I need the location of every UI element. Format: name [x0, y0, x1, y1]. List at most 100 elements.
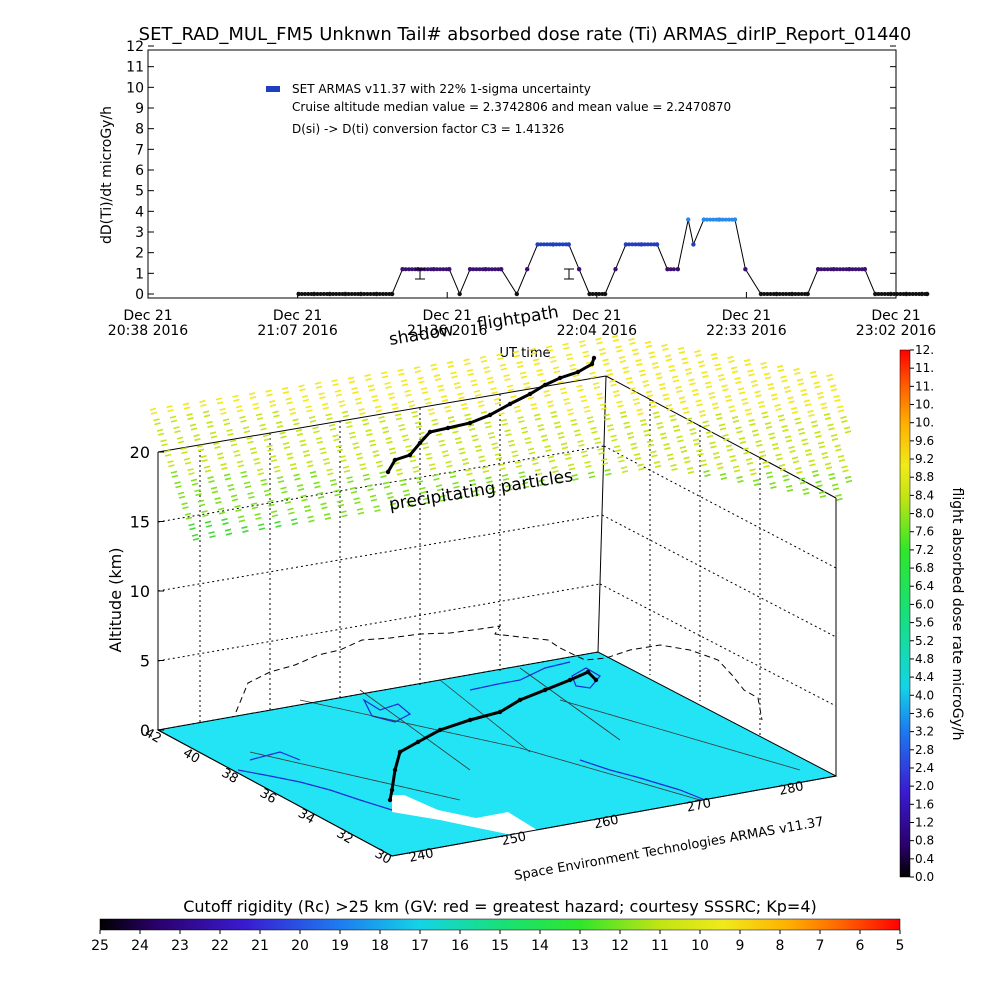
particle-mark	[776, 457, 783, 461]
particle-mark	[282, 442, 290, 446]
particle-mark	[428, 412, 436, 416]
particle-mark	[237, 515, 245, 519]
shadow-path	[235, 625, 763, 721]
particle-mark	[479, 459, 486, 463]
particle-mark	[670, 463, 677, 467]
particle-mark	[710, 352, 718, 356]
ground-track-point	[392, 767, 398, 773]
particle-mark	[845, 479, 853, 483]
particle-mark	[709, 441, 716, 445]
particle-mark	[345, 421, 352, 425]
particle-mark	[227, 483, 234, 487]
particle-mark	[408, 455, 416, 459]
particle-mark	[200, 455, 207, 459]
particle-mark	[587, 420, 595, 424]
particle-mark	[663, 397, 670, 401]
particle-mark	[755, 394, 762, 398]
particle-mark	[837, 409, 845, 413]
particle-mark	[448, 420, 456, 424]
latitude-tick-label: 30	[372, 846, 394, 867]
particle-mark	[274, 520, 281, 524]
particle-mark	[536, 368, 543, 372]
particle-mark	[340, 510, 347, 514]
particle-mark	[457, 392, 464, 396]
particle-mark	[778, 418, 786, 422]
particle-mark	[711, 356, 719, 360]
particle-mark	[312, 426, 319, 430]
cutoff-tick-label: 19	[331, 938, 349, 954]
particle-mark	[417, 376, 424, 380]
particle-mark	[329, 478, 337, 482]
top-ytick-label: 3	[135, 225, 144, 241]
flight-path-point	[527, 391, 533, 397]
particle-mark	[614, 449, 622, 453]
particle-mark	[405, 393, 412, 397]
particle-mark	[333, 489, 340, 493]
particle-mark	[648, 351, 655, 355]
particle-mark	[680, 449, 688, 453]
top-plot-frame	[147, 49, 897, 299]
particle-mark	[593, 437, 601, 441]
particle-mark	[261, 482, 268, 486]
particle-mark	[372, 450, 379, 454]
particle-mark	[496, 353, 503, 357]
dose-rate-point	[853, 267, 858, 272]
particle-mark	[733, 469, 741, 473]
cutoff-tick-label: 6	[856, 938, 865, 954]
particle-mark	[226, 428, 233, 432]
particle-mark	[738, 391, 746, 395]
particle-mark	[468, 479, 476, 483]
dose-rate-point	[471, 267, 476, 272]
dose-colorbar-tick-label: 6.8	[915, 561, 934, 575]
particle-mark	[253, 406, 260, 410]
particle-mark	[671, 467, 678, 471]
particle-mark	[382, 481, 390, 485]
particle-mark	[721, 384, 728, 388]
particle-mark	[684, 460, 691, 464]
particle-mark	[735, 426, 742, 430]
particle-mark	[723, 437, 730, 441]
particle-mark	[504, 429, 511, 433]
particle-mark	[706, 434, 714, 438]
particle-mark	[298, 384, 305, 388]
particle-mark	[639, 418, 647, 422]
particle-mark	[512, 350, 520, 354]
ground-track-point	[567, 677, 573, 683]
particle-mark	[683, 410, 690, 414]
particle-mark	[194, 438, 201, 442]
dose-colorbar-label: flight absorbed dose rate microGy/h	[949, 488, 965, 741]
particle-mark	[296, 484, 304, 488]
particle-mark	[402, 489, 410, 493]
particle-mark	[572, 477, 579, 481]
particle-mark	[724, 394, 732, 398]
particle-mark	[453, 485, 460, 489]
dose-rate-point	[691, 242, 696, 247]
dose-rate-point	[403, 267, 408, 272]
particle-mark	[764, 421, 772, 425]
particle-mark	[769, 436, 776, 440]
particle-mark	[354, 501, 361, 505]
particle-mark	[208, 480, 215, 484]
particle-mark	[235, 405, 243, 409]
particle-mark	[223, 422, 231, 426]
particle-mark	[761, 411, 768, 415]
particle-mark	[634, 457, 642, 461]
top-ytick-label: 9	[135, 101, 144, 117]
particle-mark	[499, 467, 506, 471]
particle-mark	[500, 418, 508, 422]
particle-mark	[789, 449, 796, 453]
particle-mark	[682, 361, 689, 365]
particle-mark	[483, 366, 490, 370]
dose-rate-point	[879, 292, 884, 296]
dose-rate-point	[732, 217, 738, 222]
dose-colorbar-tick-label: 0.0	[915, 870, 934, 884]
particle-mark	[494, 401, 502, 405]
particle-mark	[449, 475, 457, 479]
particle-mark	[304, 509, 312, 513]
particle-mark	[617, 455, 624, 459]
particle-mark	[770, 393, 778, 397]
top-ytick-label: 7	[135, 142, 144, 158]
particle-mark	[596, 392, 603, 396]
particle-mark	[804, 448, 812, 452]
particle-mark	[834, 444, 841, 448]
